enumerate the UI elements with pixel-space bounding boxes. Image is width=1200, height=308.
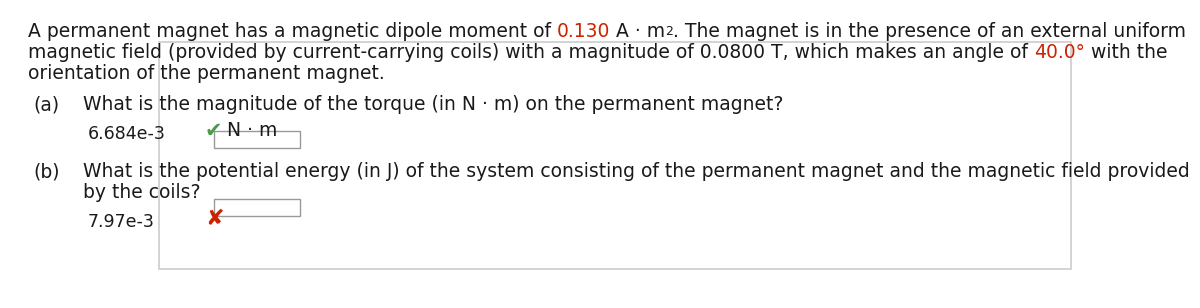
Text: ✘: ✘ (205, 209, 223, 229)
Text: N · m: N · m (227, 121, 277, 140)
Text: by the coils?: by the coils? (83, 183, 200, 202)
Text: 40.0°: 40.0° (1034, 43, 1085, 62)
Text: ✔: ✔ (205, 121, 222, 141)
FancyBboxPatch shape (215, 199, 300, 216)
Text: orientation of the permanent magnet.: orientation of the permanent magnet. (28, 64, 385, 83)
Text: A · m: A · m (611, 22, 666, 41)
Text: What is the magnitude of the torque (in N · m) on the permanent magnet?: What is the magnitude of the torque (in … (83, 95, 784, 114)
Text: 7.97e-3: 7.97e-3 (88, 213, 155, 231)
Text: (b): (b) (34, 162, 60, 181)
Text: magnetic field (provided by current-carrying coils) with a magnitude of 0.0800 T: magnetic field (provided by current-carr… (28, 43, 1034, 62)
Text: 0.130: 0.130 (557, 22, 611, 41)
Text: . The magnet is in the presence of an external uniform: . The magnet is in the presence of an ex… (673, 22, 1187, 41)
Text: (a): (a) (34, 95, 59, 114)
Text: 2: 2 (666, 25, 673, 38)
Text: with the: with the (1085, 43, 1168, 62)
Text: 6.684e-3: 6.684e-3 (88, 125, 166, 143)
FancyBboxPatch shape (160, 42, 1070, 270)
Text: What is the potential energy (in J) of the system consisting of the permanent ma: What is the potential energy (in J) of t… (83, 162, 1189, 181)
Text: A permanent magnet has a magnetic dipole moment of: A permanent magnet has a magnetic dipole… (28, 22, 557, 41)
FancyBboxPatch shape (215, 131, 300, 148)
